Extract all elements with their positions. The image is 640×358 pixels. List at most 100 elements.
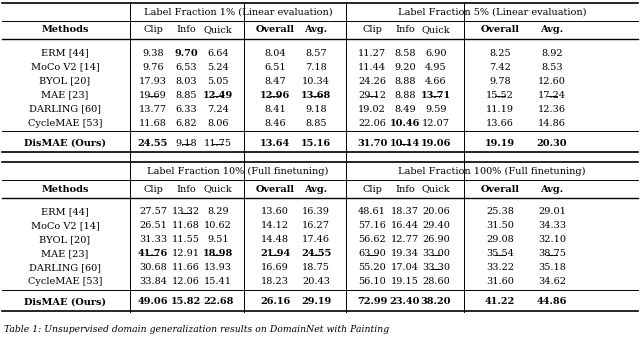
Text: 29.40: 29.40 (422, 222, 450, 231)
Text: 4.95: 4.95 (425, 63, 447, 72)
Text: 7.18: 7.18 (305, 63, 327, 72)
Text: MAE [23]: MAE [23] (42, 250, 89, 258)
Text: Overall: Overall (255, 25, 294, 34)
Text: MoCo V2 [14]: MoCo V2 [14] (31, 222, 99, 231)
Text: 56.62: 56.62 (358, 236, 386, 245)
Text: 5.24: 5.24 (207, 63, 229, 72)
Text: 12.06: 12.06 (172, 277, 200, 286)
Text: 33.84: 33.84 (139, 277, 167, 286)
Text: 17.46: 17.46 (302, 236, 330, 245)
Text: Info: Info (395, 184, 415, 194)
Text: 33.00: 33.00 (422, 250, 450, 258)
Text: 7.24: 7.24 (207, 105, 229, 113)
Text: CycleMAE [53]: CycleMAE [53] (28, 277, 102, 286)
Text: 32.10: 32.10 (538, 236, 566, 245)
Text: BYOL [20]: BYOL [20] (40, 77, 91, 86)
Text: 8.47: 8.47 (264, 77, 286, 86)
Text: DisMAE (Ours): DisMAE (Ours) (24, 297, 106, 306)
Text: 11.55: 11.55 (172, 236, 200, 245)
Text: 12.07: 12.07 (422, 118, 450, 127)
Text: Label Fraction 5% (Linear evaluation): Label Fraction 5% (Linear evaluation) (397, 8, 586, 16)
Text: 11.68: 11.68 (172, 222, 200, 231)
Text: 26.51: 26.51 (139, 222, 167, 231)
Text: Overall: Overall (255, 184, 294, 194)
Text: 6.64: 6.64 (207, 48, 229, 58)
Text: 72.99: 72.99 (357, 297, 387, 306)
Text: 18.75: 18.75 (302, 263, 330, 272)
Text: 13.68: 13.68 (301, 91, 331, 100)
Text: 12.60: 12.60 (538, 77, 566, 86)
Text: 44.86: 44.86 (537, 297, 567, 306)
Text: 31.33: 31.33 (139, 236, 167, 245)
Text: CycleMAE [53]: CycleMAE [53] (28, 118, 102, 127)
Text: 8.04: 8.04 (264, 48, 286, 58)
Text: 24.55: 24.55 (138, 139, 168, 147)
Text: Avg.: Avg. (540, 184, 564, 194)
Text: 10.62: 10.62 (204, 222, 232, 231)
Text: 6.51: 6.51 (264, 63, 286, 72)
Text: 22.68: 22.68 (203, 297, 233, 306)
Text: 9.20: 9.20 (394, 63, 416, 72)
Text: 9.76: 9.76 (142, 63, 164, 72)
Text: 12.96: 12.96 (260, 91, 290, 100)
Text: Label Fraction 100% (Full finetuning): Label Fraction 100% (Full finetuning) (398, 166, 586, 175)
Text: 26.90: 26.90 (422, 236, 450, 245)
Text: 19.06: 19.06 (421, 139, 451, 147)
Text: DisMAE (Ours): DisMAE (Ours) (24, 139, 106, 147)
Text: 5.05: 5.05 (207, 77, 228, 86)
Text: Info: Info (176, 184, 196, 194)
Text: Overall: Overall (481, 184, 520, 194)
Text: Info: Info (395, 25, 415, 34)
Text: 18.23: 18.23 (261, 277, 289, 286)
Text: 34.33: 34.33 (538, 222, 566, 231)
Text: 9.59: 9.59 (425, 105, 447, 113)
Text: 41.76: 41.76 (138, 250, 168, 258)
Text: 16.27: 16.27 (302, 222, 330, 231)
Text: 16.69: 16.69 (261, 263, 289, 272)
Text: 9.18: 9.18 (305, 105, 327, 113)
Text: 12.36: 12.36 (538, 105, 566, 113)
Text: 10.14: 10.14 (390, 139, 420, 147)
Text: 13.71: 13.71 (421, 91, 451, 100)
Text: 9.78: 9.78 (489, 77, 511, 86)
Text: 19.34: 19.34 (391, 250, 419, 258)
Text: 6.82: 6.82 (175, 118, 197, 127)
Text: 11.19: 11.19 (486, 105, 514, 113)
Text: 18.37: 18.37 (391, 208, 419, 217)
Text: 29.08: 29.08 (486, 236, 514, 245)
Text: 8.58: 8.58 (394, 48, 416, 58)
Text: 24.55: 24.55 (301, 250, 331, 258)
Text: 9.70: 9.70 (174, 48, 198, 58)
Text: 26.16: 26.16 (260, 297, 290, 306)
Text: 12.49: 12.49 (203, 91, 233, 100)
Text: 13.93: 13.93 (204, 263, 232, 272)
Text: 13.77: 13.77 (139, 105, 167, 113)
Text: 57.16: 57.16 (358, 222, 386, 231)
Text: 23.40: 23.40 (390, 297, 420, 306)
Text: 11.66: 11.66 (172, 263, 200, 272)
Text: 11.27: 11.27 (358, 48, 386, 58)
Text: 10.34: 10.34 (302, 77, 330, 86)
Text: 13.66: 13.66 (486, 118, 514, 127)
Text: 11.44: 11.44 (358, 63, 386, 72)
Text: Methods: Methods (41, 184, 89, 194)
Text: DARLING [60]: DARLING [60] (29, 263, 101, 272)
Text: 13.60: 13.60 (261, 208, 289, 217)
Text: 29.19: 29.19 (301, 297, 331, 306)
Text: 19.69: 19.69 (139, 91, 167, 100)
Text: 38.75: 38.75 (538, 250, 566, 258)
Text: 8.25: 8.25 (489, 48, 511, 58)
Text: 12.77: 12.77 (391, 236, 419, 245)
Text: 15.41: 15.41 (204, 277, 232, 286)
Text: 7.42: 7.42 (489, 63, 511, 72)
Text: 14.12: 14.12 (261, 222, 289, 231)
Text: 29.12: 29.12 (358, 91, 386, 100)
Text: 10.46: 10.46 (390, 118, 420, 127)
Text: 6.33: 6.33 (175, 105, 197, 113)
Text: Quick: Quick (204, 184, 232, 194)
Text: 8.46: 8.46 (264, 118, 286, 127)
Text: 8.92: 8.92 (541, 48, 563, 58)
Text: Label Fraction 1% (Linear evaluation): Label Fraction 1% (Linear evaluation) (144, 8, 332, 16)
Text: 8.03: 8.03 (175, 77, 197, 86)
Text: 17.93: 17.93 (139, 77, 167, 86)
